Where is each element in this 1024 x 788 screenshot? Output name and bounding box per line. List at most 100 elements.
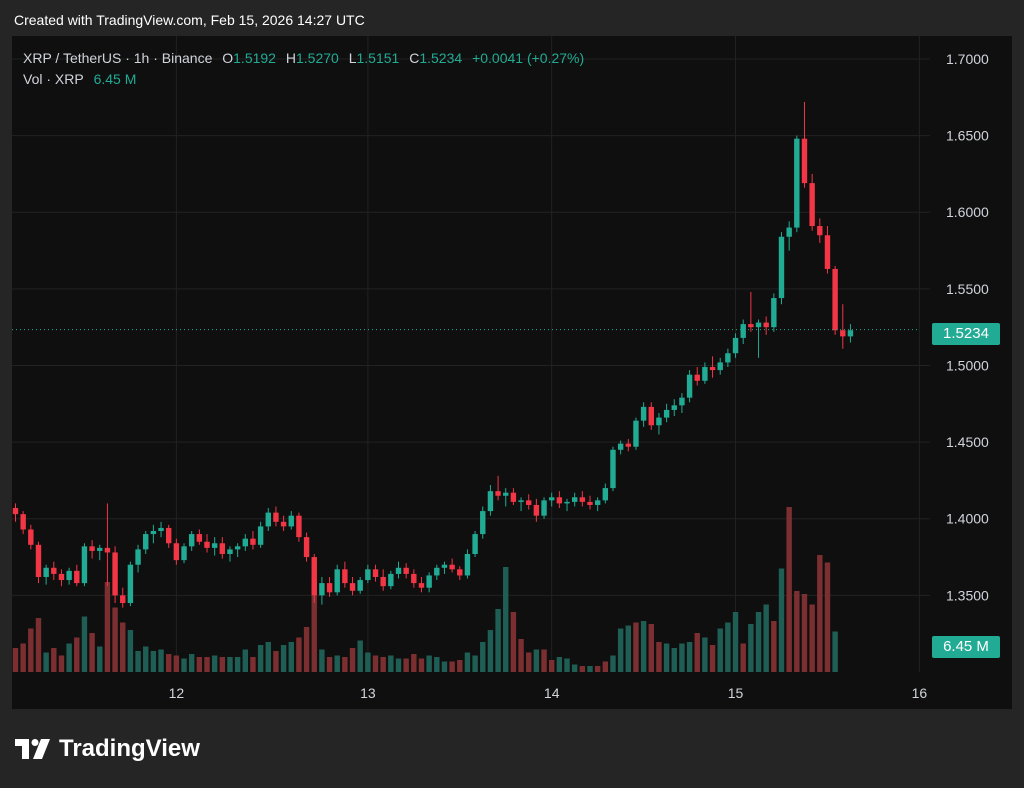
volume-bar xyxy=(633,622,639,672)
candle-body xyxy=(188,534,195,547)
volume-bar xyxy=(227,657,233,672)
y-tick-label: 1.5500 xyxy=(946,281,989,297)
volume-bar xyxy=(426,655,432,672)
y-tick-label: 1.3500 xyxy=(946,587,989,603)
candle-body xyxy=(472,534,478,554)
candle-body xyxy=(602,488,609,501)
candle-body xyxy=(495,491,501,496)
low-value: 1.5151 xyxy=(356,50,400,66)
volume-bar xyxy=(771,621,777,672)
candle-body xyxy=(181,546,187,561)
y-tick-label: 1.5000 xyxy=(946,357,989,373)
candle-body xyxy=(480,511,486,535)
volume-label[interactable]: Vol · XRP xyxy=(23,71,84,87)
volume-bar xyxy=(357,640,363,672)
volume-bar xyxy=(311,582,317,672)
volume-bar xyxy=(472,655,478,672)
candle-body xyxy=(587,501,593,505)
volume-bar xyxy=(786,507,792,672)
candle-body xyxy=(640,406,647,421)
x-tick-label: 13 xyxy=(360,685,376,701)
volume-bar xyxy=(809,604,815,672)
volume-bar xyxy=(640,621,647,672)
volume-bar xyxy=(211,655,218,672)
candle-body xyxy=(748,324,754,328)
candle-body xyxy=(211,543,218,548)
volume-bar xyxy=(127,630,134,672)
candle-body xyxy=(380,576,386,587)
volume-bar xyxy=(571,664,578,672)
volume-bar xyxy=(549,660,555,672)
price-chart[interactable]: 1.3500 1.4000 1.4500 1.5000 1.5500 1.6000 1.65… xyxy=(12,36,1012,709)
y-tick-label: 1.7000 xyxy=(946,51,989,67)
candle-body xyxy=(702,367,708,381)
candle-body xyxy=(526,500,532,505)
volume-bar xyxy=(280,645,287,672)
candle-body xyxy=(464,553,471,576)
volume-bar xyxy=(457,660,463,672)
tradingview-brand[interactable]: TradingView xyxy=(15,734,200,764)
volume-tag: 6.45 M xyxy=(932,636,1000,658)
volume-bar xyxy=(671,648,677,672)
open-label: O xyxy=(222,50,234,66)
candle-body xyxy=(89,546,95,551)
candle-body xyxy=(763,322,769,328)
volume-bar xyxy=(679,643,685,672)
volume-bar xyxy=(97,646,103,672)
candle-body xyxy=(426,575,432,588)
volume-bar xyxy=(395,658,402,672)
volume-bar xyxy=(763,604,769,672)
volume-bar xyxy=(28,628,34,672)
volume-legend: Vol · XRP 6.45 M xyxy=(23,71,136,87)
volume-bar xyxy=(564,658,570,672)
candle-body xyxy=(395,567,402,574)
open-value: 1.5192 xyxy=(233,50,276,66)
x-tick-label: 14 xyxy=(544,685,560,701)
low-label: L xyxy=(348,50,357,66)
candle-body xyxy=(280,521,287,527)
candle-body xyxy=(357,580,363,591)
volume-bar xyxy=(480,642,486,672)
volume-bar xyxy=(12,648,19,672)
candle-body xyxy=(219,543,226,554)
volume-bar xyxy=(625,625,631,672)
candle-body xyxy=(372,569,379,577)
volume-bar xyxy=(495,609,501,672)
ohlc-legend: XRP / TetherUS · 1h · Binance O1.5192 H1… xyxy=(23,50,584,66)
volume-bar xyxy=(74,637,80,672)
volume-bar xyxy=(801,594,808,672)
volume-bar xyxy=(158,649,164,672)
candle-body xyxy=(755,322,762,328)
candle-body xyxy=(549,497,555,501)
volume-bar xyxy=(487,630,494,672)
volume-bar xyxy=(120,622,126,672)
candle-body xyxy=(158,527,164,532)
volume-bar xyxy=(526,652,532,672)
volume-bar xyxy=(610,655,616,672)
volume-bar xyxy=(104,582,111,672)
candle-body xyxy=(58,573,65,581)
candle-body xyxy=(840,330,846,337)
volume-bar xyxy=(663,643,670,672)
candle-body xyxy=(457,569,463,576)
candle-body xyxy=(74,570,80,584)
volume-bar xyxy=(150,651,157,672)
volume-bar xyxy=(518,639,524,672)
candle-body xyxy=(656,417,662,426)
created-with-caption: Created with TradingView.com, Feb 15, 20… xyxy=(14,12,365,28)
volume-bar xyxy=(380,657,386,672)
tradingview-wordmark: TradingView xyxy=(59,735,200,762)
volume-bar xyxy=(365,652,371,672)
symbol-label[interactable]: XRP / TetherUS · 1h · Binance xyxy=(23,50,213,66)
x-tick-label: 12 xyxy=(169,685,185,701)
candle-body xyxy=(847,330,854,337)
volume-bar xyxy=(273,651,279,672)
candle-body xyxy=(434,567,440,576)
candle-body xyxy=(28,529,34,545)
candle-body xyxy=(801,138,808,184)
volume-bar xyxy=(748,624,754,672)
candle-body xyxy=(257,526,264,545)
volume-bar xyxy=(464,652,471,672)
tradingview-logo-icon xyxy=(15,739,50,759)
candle-body xyxy=(541,500,547,516)
